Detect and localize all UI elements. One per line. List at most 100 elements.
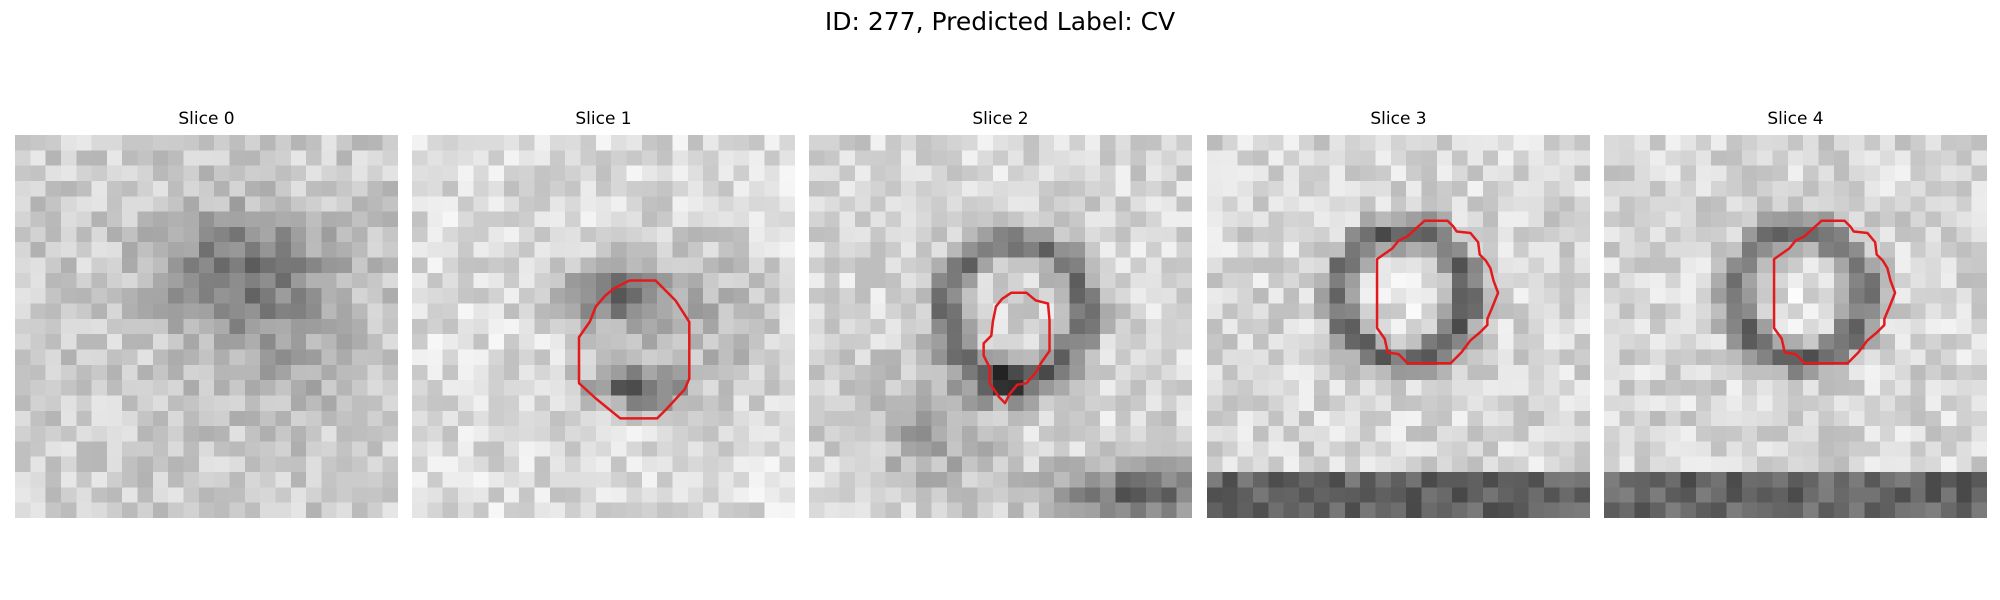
pixel [549,334,566,350]
pixel [382,288,398,304]
pixel [1544,242,1560,258]
pixel [290,211,307,228]
pixel [1559,426,1575,442]
pixel [1833,410,1850,427]
pixel [870,441,886,458]
pixel [306,380,322,396]
pixel [1757,380,1773,396]
pixel [687,380,704,396]
pixel [703,257,719,274]
pixel [885,135,902,151]
pixel [1941,395,1957,412]
pixel [503,150,520,166]
pixel [1344,441,1361,458]
pixel [1757,150,1773,166]
pixel [549,196,566,212]
pixel [183,364,200,381]
pixel [1054,334,1070,350]
pixel [931,272,948,289]
pixel [1329,318,1346,335]
pixel [733,150,750,166]
pixel [779,487,795,503]
pixel [122,211,138,228]
pixel [1925,135,1942,151]
pixel [198,456,215,473]
pixel [60,196,77,212]
pixel [1528,211,1545,228]
pixel [1436,303,1453,320]
pixel [290,257,307,274]
pixel [352,180,368,197]
pixel [1023,180,1040,197]
pixel [931,410,948,427]
pixel [657,364,673,381]
pixel [1390,303,1407,320]
pixel [457,395,474,412]
pixel [977,456,994,473]
pixel [1498,180,1514,197]
pixel [106,150,123,166]
pixel [580,272,597,289]
pixel [764,410,780,427]
pixel [1528,196,1545,212]
pixel [1849,410,1865,427]
pixel [1574,364,1590,381]
pixel [1467,487,1484,503]
pixel [229,242,246,258]
pixel [1879,395,1896,412]
pixel [60,441,77,458]
pixel [30,380,46,396]
pixel [1436,318,1453,335]
pixel [1619,211,1635,228]
pixel [1207,150,1223,166]
pixel [1054,472,1070,488]
pixel [1176,288,1192,304]
pixel [931,211,948,228]
pixel [733,272,750,289]
pixel [1665,456,1681,473]
pixel [946,180,963,197]
pixel [122,257,138,274]
pixel [672,502,689,518]
pixel [137,410,154,427]
pixel [1008,272,1024,289]
pixel [152,502,169,518]
pixel [1665,364,1681,381]
pixel [870,272,886,289]
pixel [306,242,322,258]
pixel [779,242,795,258]
pixel [1895,211,1911,228]
pixel [198,257,215,274]
pixel [1115,165,1132,182]
pixel [1757,441,1773,458]
pixel [672,441,689,458]
pixel [854,364,871,381]
pixel [641,380,658,396]
pixel [183,395,200,412]
pixel [931,288,948,304]
pixel [321,180,338,197]
pixel [352,272,368,289]
pixel [1574,426,1590,442]
pixel [519,257,535,274]
pixel [946,165,963,182]
pixel [1787,272,1804,289]
pixel [76,334,92,350]
pixel [839,135,856,151]
pixel [1528,395,1545,412]
pixel [1176,135,1192,151]
pixel [1544,272,1560,289]
pixel [1513,165,1530,182]
pixel [733,487,750,503]
pixel [473,135,489,151]
pixel [137,334,154,350]
pixel [854,349,871,366]
pixel [718,150,735,166]
pixel [1023,441,1040,458]
pixel [382,272,398,289]
pixel [412,257,428,274]
pixel [1604,272,1620,289]
pixel [1772,364,1789,381]
pixel [764,395,780,412]
pixel [1649,242,1666,258]
